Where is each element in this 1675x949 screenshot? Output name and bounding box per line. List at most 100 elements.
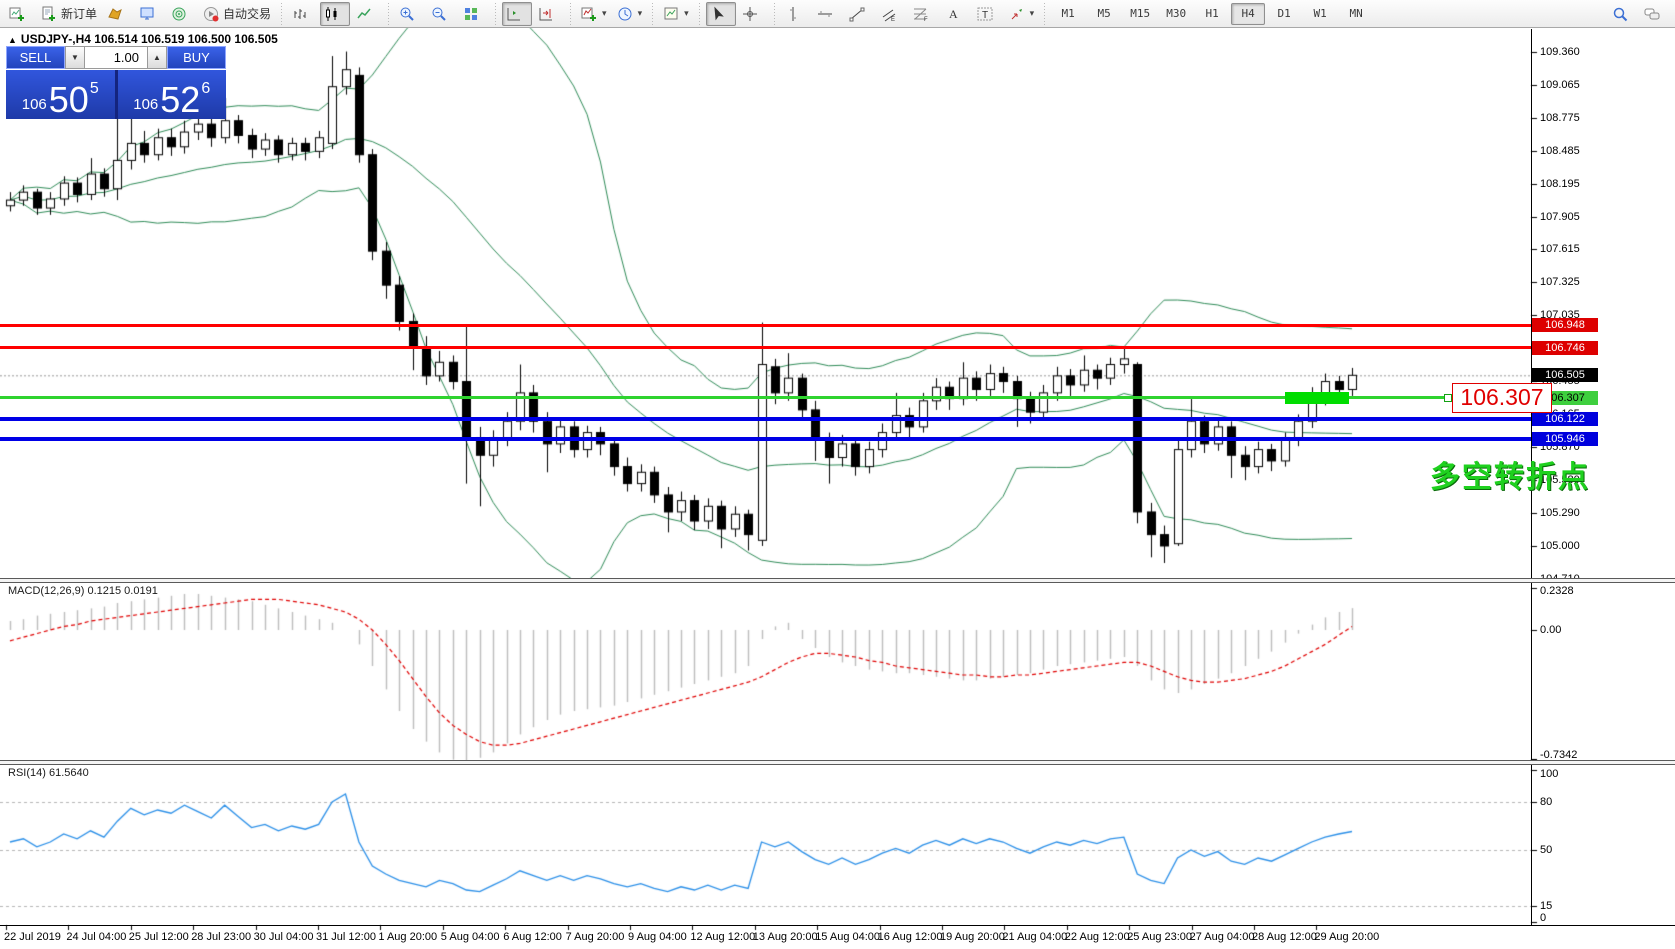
time-axis-label: 13 Aug 20:00	[752, 931, 818, 943]
cursor-button[interactable]	[705, 1, 736, 26]
rsi-axis-label: 50	[1540, 844, 1553, 856]
metaeditor-icon	[107, 6, 123, 22]
rsi-axis-label: 0	[1540, 912, 1547, 924]
macd-axis-label: -0.7342	[1540, 749, 1578, 761]
rsi-pane-splitter[interactable]	[0, 760, 1675, 765]
metaeditor-button[interactable]	[103, 2, 133, 26]
buy-button[interactable]: BUY	[167, 46, 226, 69]
indicators-button[interactable]: ▾	[577, 2, 611, 26]
chart-title: ▲ USDJPY-,H4 106.514 106.519 106.500 106.…	[8, 32, 278, 46]
new-chart-icon	[9, 6, 25, 22]
sell-button[interactable]: SELL	[6, 46, 65, 69]
time-axis-label: 25 Jul 12:00	[128, 931, 189, 943]
fibonacci-icon: F	[913, 6, 929, 22]
trendline-button[interactable]	[845, 2, 875, 26]
price-axis-label: 109.360	[1540, 45, 1580, 58]
timeframe-mn[interactable]: MN	[1349, 7, 1363, 20]
chevron-down-icon[interactable]: ▾	[684, 8, 689, 18]
timeframe-m15[interactable]: M15	[1130, 7, 1151, 20]
text-button[interactable]: A	[941, 2, 971, 26]
resistance-line-upper[interactable]	[0, 323, 1531, 327]
chevron-down-icon[interactable]: ▾	[602, 8, 607, 18]
text-label-button[interactable]: T	[973, 2, 1003, 26]
volume-input[interactable]: 1.00	[85, 46, 147, 69]
main-toolbar: 新订单 自动交易 ▾ ▾ ▾ E F A T ▾ M1 M5 M15 M30 H1 H4 D1 W1 MN	[0, 0, 1675, 28]
zoom-out-button[interactable]	[427, 2, 457, 26]
equidistant-channel-button[interactable]: E	[877, 2, 907, 26]
navigator-icon	[171, 6, 187, 22]
arrows-button[interactable]: ▾	[1005, 2, 1039, 26]
time-axis-label: 5 Aug 04:00	[440, 931, 500, 943]
chevron-down-icon[interactable]: ▾	[637, 8, 643, 18]
sell-price-display[interactable]: 106 50 5	[6, 70, 115, 119]
periods-button[interactable]: ▾	[613, 2, 647, 26]
timeframe-m30[interactable]: M30	[1166, 7, 1187, 20]
timeframe-h1[interactable]: H1	[1205, 7, 1219, 20]
support-line-lower[interactable]	[0, 436, 1531, 441]
tile-windows-icon	[463, 6, 479, 22]
price-axis-label: 105.580	[1540, 474, 1580, 487]
timeframe-d1[interactable]: D1	[1277, 7, 1291, 20]
tile-windows-button[interactable]	[459, 2, 489, 26]
time-axis-label: 24 Jul 04:00	[66, 931, 127, 943]
vertical-line-icon	[785, 6, 801, 22]
horizontal-line-button[interactable]	[813, 2, 843, 26]
time-axis-label: 31 Jul 12:00	[316, 931, 376, 943]
timeframe-h4[interactable]: H4	[1231, 2, 1266, 25]
resistance-line-lower[interactable]	[0, 346, 1531, 350]
market-watch-icon	[139, 6, 155, 22]
pivot-price-label[interactable]: 106.307	[1452, 382, 1552, 413]
macd-pane-splitter[interactable]	[0, 578, 1675, 583]
search-icon[interactable]	[1608, 2, 1638, 26]
time-axis-label: 29 Aug 20:00	[1314, 931, 1380, 943]
sell-price-prefix: 106	[21, 96, 47, 113]
chat-icon[interactable]	[1640, 2, 1670, 26]
price-axis-label: 107.905	[1540, 210, 1580, 223]
pivot-line-handle[interactable]	[1444, 393, 1452, 402]
templates-button[interactable]: ▾	[659, 2, 693, 26]
buy-price-pip: 6	[201, 80, 211, 97]
autotrading-button[interactable]: 自动交易	[199, 2, 275, 26]
new-order-button[interactable]: 新订单	[37, 2, 101, 26]
chart-shift-button[interactable]	[534, 2, 564, 26]
time-axis-label: 7 Aug 20:00	[565, 931, 625, 943]
navigator-button[interactable]	[167, 2, 197, 26]
toolbar-group	[287, 1, 383, 27]
volume-increase-button[interactable]: ▲	[147, 46, 167, 69]
buy-price-prefix: 106	[133, 96, 159, 113]
chevron-down-icon[interactable]: ▾	[1029, 8, 1035, 18]
time-axis-label: 25 Aug 23:00	[1127, 931, 1193, 943]
toolbar-group: ▾ ▾	[576, 1, 647, 27]
zoom-in-button[interactable]	[395, 2, 425, 26]
price-axis-label: 105.000	[1540, 539, 1580, 552]
price-axis-label: 108.775	[1540, 111, 1580, 124]
new-chart-button[interactable]	[5, 2, 35, 26]
candlestick-chart-button[interactable]	[320, 1, 351, 26]
bar-chart-icon	[292, 6, 308, 22]
timeframe-w1[interactable]: W1	[1313, 7, 1327, 20]
timeframe-m1[interactable]: M1	[1061, 7, 1075, 20]
volume-decrease-button[interactable]: ▼	[65, 46, 85, 69]
pivot-line[interactable]	[0, 396, 1531, 400]
time-axis-label: 19 Aug 20:00	[940, 931, 1005, 943]
turning-point-annotation[interactable]: 多空转折点	[1430, 461, 1590, 494]
fibonacci-button[interactable]: F	[909, 2, 939, 26]
timeframe-m5[interactable]: M5	[1097, 7, 1111, 20]
line-chart-button[interactable]	[352, 2, 382, 26]
macd-axis-label: 0.2328	[1540, 585, 1574, 597]
vertical-line-button[interactable]	[781, 2, 811, 26]
buy-price-main: 52	[160, 79, 201, 121]
time-axis-label: 1 Aug 20:00	[378, 931, 438, 943]
collapse-triangle-icon[interactable]: ▲	[8, 35, 17, 45]
bar-chart-button[interactable]	[288, 2, 318, 26]
buy-price-display[interactable]: 106 52 6	[117, 70, 226, 121]
auto-scroll-button[interactable]	[502, 1, 533, 26]
market-watch-button[interactable]	[135, 2, 165, 26]
pivot-highlight-zone[interactable]	[1285, 391, 1349, 404]
rsi-axis-label: 100	[1540, 768, 1559, 780]
crosshair-button[interactable]	[738, 2, 768, 26]
support-line-upper[interactable]	[0, 416, 1531, 421]
text-label-icon: T	[977, 6, 993, 22]
rsi-axis-label: 80	[1540, 796, 1553, 808]
